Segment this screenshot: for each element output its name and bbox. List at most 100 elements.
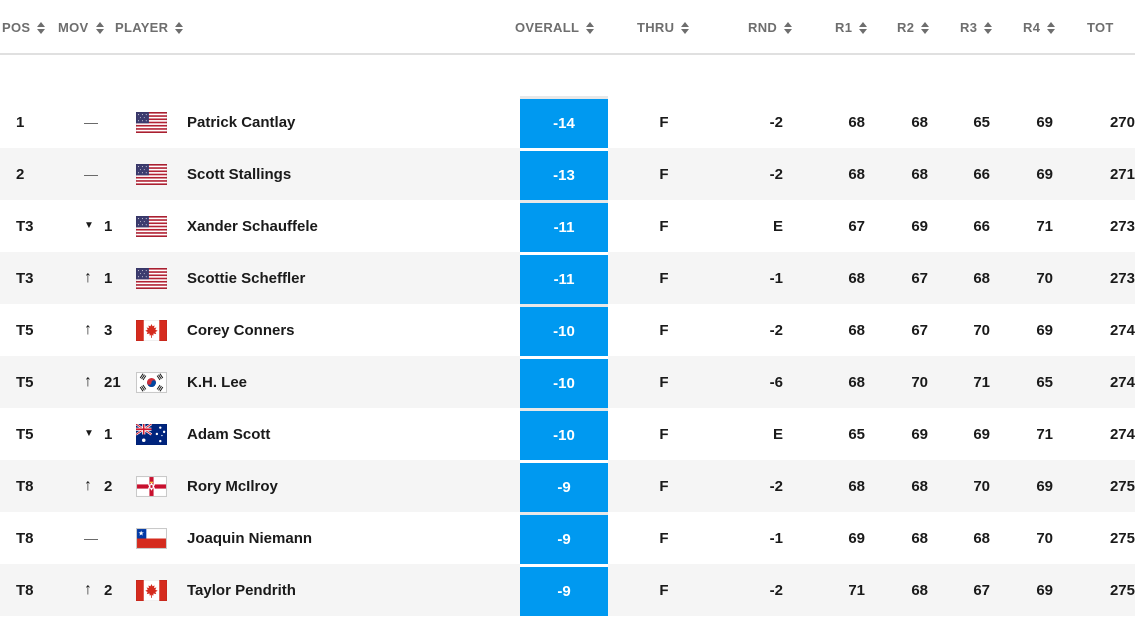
column-header-rnd[interactable]: RND [748, 0, 793, 55]
r3-score: 71 [973, 373, 990, 391]
movement-cell: ▼ 1 [68, 426, 136, 443]
total-score: 273 [1109, 217, 1135, 235]
r1-score: 67 [848, 217, 865, 235]
round-score: -1 [769, 529, 783, 547]
player-name[interactable]: Corey Conners [187, 321, 295, 339]
overall-score-cell: -10 [520, 304, 608, 356]
sort-icon [37, 21, 46, 34]
movement-value: 2 [104, 581, 113, 599]
overall-score: -10 [520, 411, 608, 460]
position-value: T8 [16, 581, 34, 599]
thru-value: F [659, 373, 669, 391]
r1-score: 68 [848, 269, 865, 287]
total-score: 273 [1109, 269, 1135, 287]
overall-score-cell: -10 [520, 356, 608, 408]
sort-icon [984, 21, 993, 34]
player-name[interactable]: Scottie Scheffler [187, 269, 306, 287]
player-name[interactable]: Scott Stallings [187, 165, 292, 183]
table-row[interactable]: T5 ↑ 21 K.H. Lee -10 [0, 356, 1135, 408]
column-header-pos[interactable]: POS [2, 0, 46, 55]
movement-up-icon: ↑ [84, 477, 92, 494]
total-score: 274 [1109, 425, 1135, 443]
movement-cell: — [68, 531, 136, 545]
r2-score: 69 [911, 217, 928, 235]
movement-down-icon: ▼ [84, 220, 94, 231]
overall-score: -9 [520, 567, 608, 616]
r1-score: 68 [848, 321, 865, 339]
column-header-overall[interactable]: OVERALL [515, 0, 595, 55]
country-flag [136, 215, 187, 237]
r2-score: 68 [911, 529, 928, 547]
movement-value: 1 [104, 425, 113, 443]
thru-value: F [659, 529, 669, 547]
thru-value: F [659, 165, 669, 183]
player-name[interactable]: Xander Schauffele [187, 217, 318, 235]
position-value: T3 [16, 217, 34, 235]
overall-score: -9 [520, 515, 608, 564]
r1-score: 69 [848, 529, 865, 547]
r2-score: 68 [911, 165, 928, 183]
flag-south-korea-icon [136, 371, 167, 393]
country-flag [136, 579, 187, 601]
table-row[interactable]: T5 ▼ 1 Adam Scott -10 F E 65 69 69 [0, 408, 1135, 460]
overall-score: -11 [520, 203, 608, 252]
overall-score-cell: -11 [520, 252, 608, 304]
sort-icon [921, 21, 930, 34]
r2-score: 67 [911, 321, 928, 339]
player-name[interactable]: Joaquin Niemann [187, 529, 313, 547]
table-row[interactable]: T8 ↑ 2 Rory McIlroy -9 F -2 68 68 70 69 … [0, 460, 1135, 512]
table-row[interactable]: 2 — Scott Stallings -13 F -2 68 68 66 69 [0, 148, 1135, 200]
column-header-r1[interactable]: R1 [835, 0, 868, 55]
player-name[interactable]: Taylor Pendrith [187, 581, 296, 599]
position-value: T5 [16, 321, 34, 339]
r4-score: 69 [1036, 581, 1053, 599]
table-row[interactable]: T5 ↑ 3 Corey Conners -10 F -2 68 67 70 6… [0, 304, 1135, 356]
table-row[interactable]: T3 ▼ 1 Xander Schauffele -11 F E 67 69 6… [0, 200, 1135, 252]
r3-score: 65 [973, 113, 990, 131]
table-row[interactable]: 1 — Patrick Cantlay -14 F -2 68 68 65 69 [0, 96, 1135, 148]
position-value: T8 [16, 477, 34, 495]
overall-score: -10 [520, 307, 608, 356]
overall-score: -10 [520, 359, 608, 408]
column-header-thru[interactable]: THRU [637, 0, 690, 55]
player-name[interactable]: Adam Scott [187, 425, 271, 443]
thru-value: F [659, 113, 669, 131]
r4-score: 69 [1036, 477, 1053, 495]
column-header-player[interactable]: PLAYER [115, 0, 184, 55]
movement-value: 3 [104, 321, 113, 339]
movement-up-icon: ↑ [84, 321, 92, 338]
r3-score: 67 [973, 581, 990, 599]
header-spacer [0, 55, 1135, 96]
column-header-r4[interactable]: R4 [1023, 0, 1056, 55]
r4-score: 70 [1036, 269, 1053, 287]
player-name[interactable]: Rory McIlroy [187, 477, 278, 495]
sort-icon [586, 21, 595, 34]
table-row[interactable]: T3 ↑ 1 Scottie Scheffler -11 F -1 68 67 … [0, 252, 1135, 304]
column-header-mov[interactable]: MOV [58, 0, 104, 55]
table-row[interactable]: T8 ↑ 2 Taylor Pendrith -9 F -2 71 68 67 … [0, 564, 1135, 616]
r1-score: 68 [848, 165, 865, 183]
thru-value: F [659, 581, 669, 599]
total-score: 275 [1109, 581, 1135, 599]
thru-value: F [659, 477, 669, 495]
overall-score-cell: -11 [520, 200, 608, 252]
table-row[interactable]: T8 — Joaquin Niemann -9 F -1 69 68 68 70… [0, 512, 1135, 564]
r3-score: 70 [973, 321, 990, 339]
player-name[interactable]: K.H. Lee [187, 373, 248, 391]
movement-up-icon: ↑ [84, 581, 92, 598]
r1-score: 68 [848, 373, 865, 391]
column-header-tot[interactable]: TOT [1087, 20, 1114, 35]
overall-score: -9 [520, 463, 608, 512]
round-score: -2 [769, 165, 783, 183]
round-score: E [772, 425, 783, 443]
column-header-r2[interactable]: R2 [897, 0, 930, 55]
movement-cell: ↑ 1 [68, 270, 136, 287]
r3-score: 66 [973, 217, 990, 235]
country-flag [136, 527, 187, 549]
column-header-r3[interactable]: R3 [960, 0, 993, 55]
movement-cell: ↑ 2 [68, 478, 136, 495]
sort-icon [681, 21, 690, 34]
r4-score: 69 [1036, 321, 1053, 339]
player-name[interactable]: Patrick Cantlay [187, 113, 296, 131]
